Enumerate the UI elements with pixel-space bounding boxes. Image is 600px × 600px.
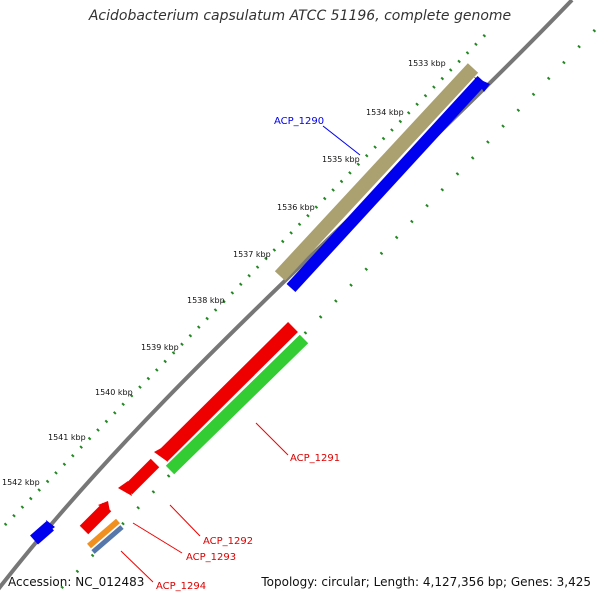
tick-label: 1541 kbp (48, 433, 86, 442)
acp1290-leader (322, 125, 361, 156)
tick-label: 1534 kbp (366, 108, 404, 117)
tick-label: 1539 kbp (141, 343, 179, 352)
tick-label: 1533 kbp (408, 59, 446, 68)
tick-label: 1535 kbp (322, 155, 360, 164)
acp1293-arrowhead (98, 501, 110, 512)
acp1293-body (79, 502, 112, 535)
acp1291-body (158, 322, 298, 461)
gene-acp1290[interactable] (286, 75, 490, 293)
acp1291-leader (255, 422, 289, 456)
acp1294-label[interactable]: ACP_1294 (156, 581, 206, 592)
blue-cds-small[interactable] (30, 520, 55, 545)
acp1290-body (286, 75, 487, 293)
gene-acp1292[interactable] (118, 458, 160, 496)
map-title: Acidobacterium capsulatum ATCC 51196, co… (88, 8, 512, 24)
genome-summary-text: Topology: circular; Length: 4,127,356 bp… (261, 575, 591, 589)
acp1294-orange-bar (87, 518, 120, 549)
inner-tick-track (0, 33, 487, 532)
acp1292-label[interactable]: ACP_1292 (203, 536, 253, 547)
blue-cds-small-body (30, 521, 54, 545)
acp1293-label[interactable]: ACP_1293 (186, 552, 236, 563)
acp1294-steel-bar (91, 525, 124, 554)
tan-feature-bar (274, 63, 479, 281)
gene-acp1291[interactable] (154, 322, 298, 462)
acp1290-arrowhead (474, 77, 490, 92)
accession-text: Accession: NC_012483 (8, 575, 145, 589)
green-feature-bar (165, 334, 309, 475)
acp1294-leader (120, 550, 154, 583)
tick-label: 1537 kbp (233, 250, 271, 259)
gene-acp1294[interactable] (87, 518, 124, 554)
tick-labels: 1533 kbp 1534 kbp 1535 kbp 1536 kbp 1537… (2, 59, 446, 487)
acp1292-arrowhead (118, 481, 132, 496)
tick-label: 1536 kbp (277, 203, 315, 212)
tick-label: 1540 kbp (95, 388, 133, 397)
acp1291-arrowhead (154, 446, 168, 462)
tick-label: 1542 kbp (2, 478, 40, 487)
acp1293-leader (132, 522, 183, 554)
blue-cds-small-arrowhead (46, 520, 55, 532)
acp1290-label[interactable]: ACP_1290 (274, 116, 324, 127)
acp1292-body (123, 458, 160, 495)
acp1291-label[interactable]: ACP_1291 (290, 453, 340, 464)
acp1292-leader (169, 504, 201, 537)
gene-acp1293[interactable] (79, 501, 112, 535)
tick-label: 1538 kbp (187, 296, 225, 305)
genome-backbone (0, 0, 574, 591)
